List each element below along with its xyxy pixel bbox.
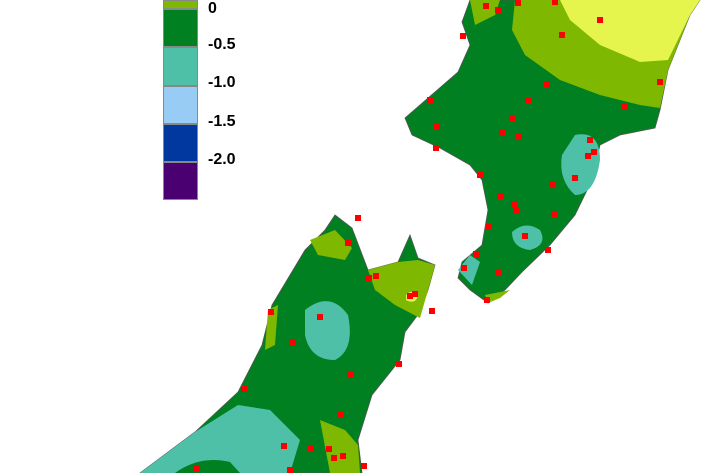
- hawkes-bay-teal: [561, 134, 600, 195]
- station-marker: [355, 215, 361, 221]
- station-marker: [326, 446, 332, 452]
- station-marker: [509, 115, 515, 121]
- station-marker: [525, 97, 531, 103]
- station-marker: [460, 33, 466, 39]
- station-marker: [407, 293, 413, 299]
- south-coast-zone-0: [485, 290, 510, 303]
- station-marker: [484, 297, 490, 303]
- east-zone-above-0: [560, 0, 700, 62]
- legend-swatch-1: [163, 9, 198, 47]
- station-marker: [331, 455, 337, 461]
- station-marker: [587, 137, 593, 143]
- station-marker: [268, 309, 274, 315]
- south-inner-green: [175, 460, 240, 473]
- station-marker: [412, 291, 418, 297]
- legend-label: -0.5: [208, 36, 236, 53]
- north-island: [404, 0, 701, 304]
- northland-top-zone-0: [470, 0, 500, 25]
- station-marker: [551, 211, 557, 217]
- station-marker: [477, 172, 483, 178]
- station-marker: [495, 269, 501, 275]
- station-marker: [361, 463, 367, 469]
- station-marker: [545, 247, 551, 253]
- legend-swatch-4: [163, 124, 198, 162]
- legend-label: -1.5: [208, 113, 236, 130]
- station-marker: [516, 134, 522, 140]
- alps-teal: [305, 301, 350, 360]
- station-marker: [308, 446, 314, 452]
- station-marker: [473, 251, 479, 257]
- station-marker: [396, 361, 402, 367]
- station-marker: [495, 7, 501, 13]
- station-marker: [340, 453, 346, 459]
- nelson-zone-0: [310, 230, 352, 260]
- station-marker: [511, 202, 517, 208]
- weather-stations: [193, 0, 663, 473]
- station-marker: [585, 153, 591, 159]
- station-marker: [433, 145, 439, 151]
- station-marker: [552, 0, 558, 5]
- station-marker: [591, 149, 597, 155]
- station-marker: [461, 265, 467, 271]
- south-teal: [140, 405, 300, 473]
- station-marker: [287, 467, 293, 473]
- station-marker: [281, 443, 287, 449]
- station-marker: [483, 3, 489, 9]
- wellington-teal: [458, 255, 480, 285]
- westcoast-zone-0: [265, 305, 278, 350]
- station-marker: [622, 104, 628, 110]
- station-marker: [657, 79, 663, 85]
- station-marker: [597, 17, 603, 23]
- legend-swatch-0: [163, 0, 198, 9]
- station-marker: [515, 0, 521, 6]
- canterbury-zone-0: [320, 420, 360, 473]
- legend-label: -2.0: [208, 151, 236, 168]
- south-island: [139, 214, 436, 473]
- station-marker: [486, 224, 492, 230]
- legend-label: -1.0: [208, 74, 236, 91]
- station-marker: [559, 32, 565, 38]
- station-marker: [290, 339, 296, 345]
- legend-swatch-5: [163, 162, 198, 200]
- station-marker: [572, 175, 578, 181]
- station-marker: [522, 233, 528, 239]
- station-marker: [193, 465, 199, 471]
- legend-swatch-2: [163, 47, 198, 86]
- legend-label: 0: [208, 0, 217, 17]
- station-marker: [434, 124, 440, 130]
- station-marker: [345, 240, 351, 246]
- station-marker: [544, 81, 550, 87]
- station-marker: [366, 275, 372, 281]
- station-marker: [499, 130, 505, 136]
- station-marker: [497, 193, 503, 199]
- station-marker: [373, 273, 379, 279]
- station-marker: [513, 207, 519, 213]
- station-marker: [347, 372, 353, 378]
- station-marker: [241, 386, 247, 392]
- station-marker: [337, 412, 343, 418]
- station-marker: [429, 308, 435, 314]
- marlborough-zone-0: [368, 260, 435, 318]
- station-marker: [549, 182, 555, 188]
- station-marker: [317, 314, 323, 320]
- station-marker: [427, 97, 433, 103]
- legend-swatch-3: [163, 86, 198, 124]
